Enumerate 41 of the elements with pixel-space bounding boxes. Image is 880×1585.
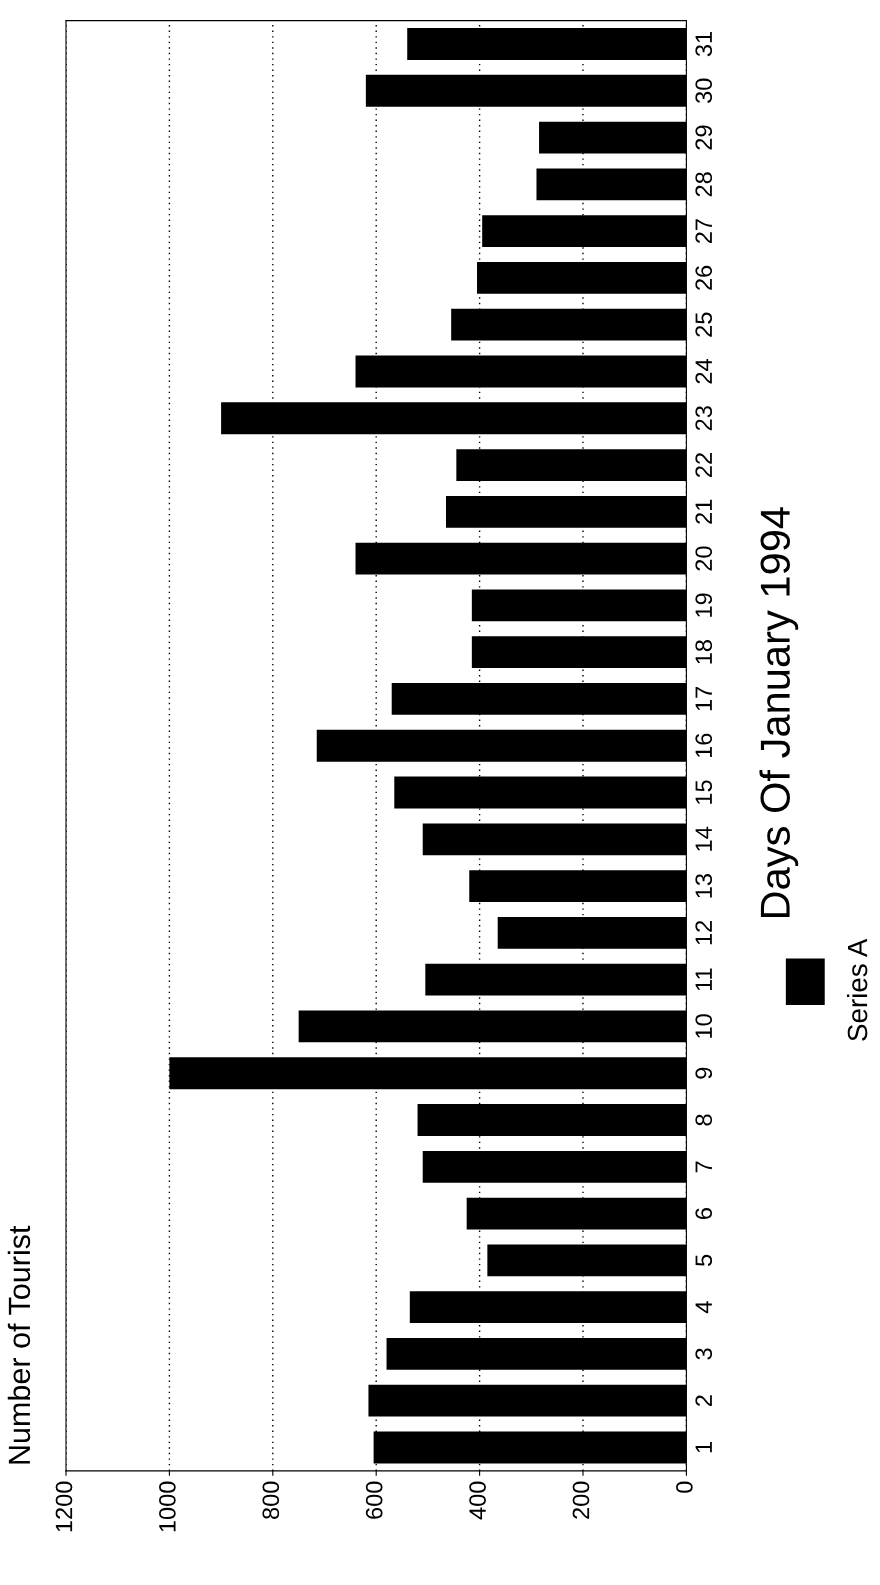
- y-tick-label: 24: [695, 359, 712, 384]
- y-tick-label: 17: [695, 687, 712, 711]
- y-tick-label: 14: [695, 826, 712, 851]
- y-tick-label: 4: [695, 1301, 712, 1314]
- y-tick-label: 21: [695, 499, 712, 524]
- y-tick-label: 20: [695, 546, 713, 571]
- y-tick-label: 19: [695, 593, 713, 617]
- y-axis-title: Days Of January 1994: [759, 507, 799, 918]
- y-tick-label: 16: [695, 733, 713, 758]
- y-tick-label: 5: [695, 1254, 713, 1266]
- x-tick-label: 800: [262, 1481, 280, 1519]
- y-tick-label: 28: [695, 172, 713, 197]
- y-tick-label: 23: [695, 406, 713, 431]
- x-tick-label: 200: [572, 1481, 590, 1519]
- y-tick-label: 12: [695, 920, 712, 945]
- x-tick-label: 1200: [55, 1481, 73, 1532]
- x-tick-label: 400: [469, 1481, 486, 1520]
- y-tick-label: 26: [695, 265, 713, 290]
- y-tick-label: 13: [695, 874, 713, 898]
- y-tick-label: 15: [695, 780, 713, 804]
- y-tick-label: 8: [695, 1114, 713, 1126]
- y-tick-label: 9: [695, 1067, 713, 1079]
- x-tick-label: 600: [365, 1481, 383, 1519]
- y-tick-label: 7: [695, 1161, 712, 1173]
- y-tick-label: 1: [695, 1442, 712, 1453]
- y-tick-label: 30: [695, 78, 713, 104]
- y-tick-label: 2: [695, 1395, 712, 1407]
- y-tick-label: 25: [695, 312, 713, 337]
- y-tick-label: 27: [695, 219, 712, 244]
- x-tick-label: 0: [676, 1481, 693, 1493]
- y-tick-label: 29: [695, 125, 713, 150]
- y-tick-label: 3: [695, 1348, 713, 1360]
- y-tick-label: 6: [695, 1208, 713, 1219]
- x-tick-label: 1000: [159, 1481, 176, 1532]
- y-tick-label: 10: [695, 1014, 713, 1038]
- y-tick-label: 31: [695, 32, 713, 57]
- y-tick-label: 22: [695, 453, 712, 477]
- y-tick-label: 11: [695, 968, 712, 991]
- y-tick-label: 18: [695, 640, 713, 664]
- legend-label: Series A: [846, 938, 868, 1041]
- text: Number of Tourist: [7, 1225, 31, 1464]
